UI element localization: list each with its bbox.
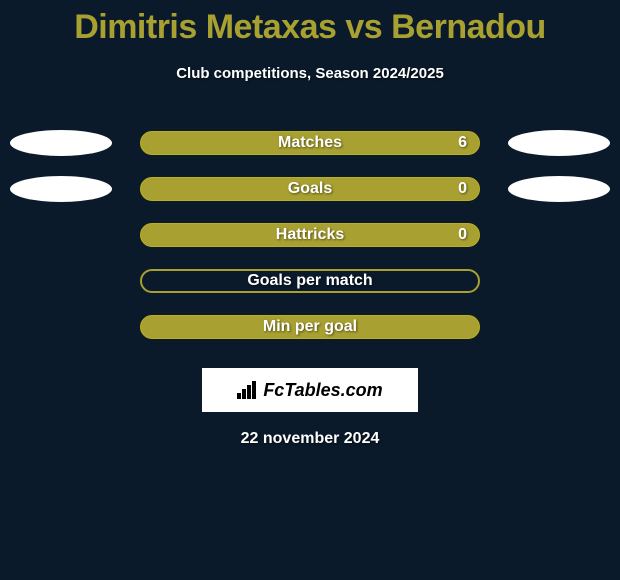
footer-date: 22 november 2024 <box>0 430 620 448</box>
player1-marker-matches <box>10 130 112 156</box>
stat-label: Goals per match <box>247 272 372 290</box>
stats-chart: Matches 6 Goals 0 Hattricks 0 Goals per … <box>0 120 620 350</box>
player1-marker-goals <box>10 176 112 202</box>
stat-row-goals-per-match: Goals per match <box>0 258 620 304</box>
stat-label: Goals <box>288 180 332 198</box>
stat-bar-hattricks: Hattricks 0 <box>140 223 480 247</box>
stat-bar-goals: Goals 0 <box>140 177 480 201</box>
stat-row-goals: Goals 0 <box>0 166 620 212</box>
stat-row-hattricks: Hattricks 0 <box>0 212 620 258</box>
stat-row-matches: Matches 6 <box>0 120 620 166</box>
player2-marker-goals <box>508 176 610 202</box>
stat-bar-min-per-goal: Min per goal <box>140 315 480 339</box>
stat-label: Min per goal <box>263 318 357 336</box>
stat-row-min-per-goal: Min per goal <box>0 304 620 350</box>
player2-marker-matches <box>508 130 610 156</box>
stat-bar-matches: Matches 6 <box>140 131 480 155</box>
stat-label: Matches <box>278 134 342 152</box>
bar-chart-icon <box>237 381 257 399</box>
page-subtitle: Club competitions, Season 2024/2025 <box>0 65 620 82</box>
stat-label: Hattricks <box>276 226 344 244</box>
stat-value: 0 <box>458 226 467 244</box>
page-title: Dimitris Metaxas vs Bernadou <box>0 0 620 47</box>
stat-bar-goals-per-match: Goals per match <box>140 269 480 293</box>
logo-text: FcTables.com <box>263 380 382 401</box>
stat-value: 0 <box>458 180 467 198</box>
logo-box: FcTables.com <box>202 368 418 412</box>
stat-value: 6 <box>458 134 467 152</box>
